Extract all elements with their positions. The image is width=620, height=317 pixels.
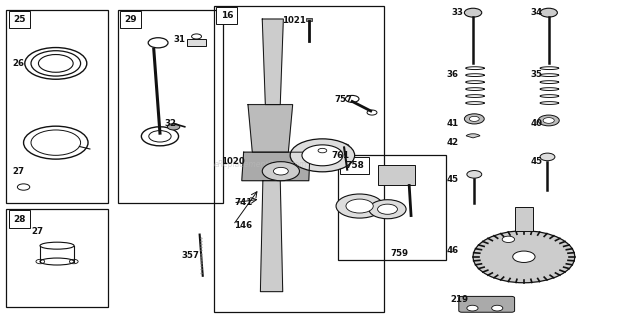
Circle shape (492, 305, 503, 311)
Ellipse shape (464, 8, 482, 17)
Bar (214, 6, 384, 312)
Text: 34: 34 (530, 8, 542, 17)
Bar (9, 210, 30, 228)
Circle shape (262, 162, 299, 181)
Circle shape (543, 118, 554, 123)
Text: 1021: 1021 (282, 16, 306, 25)
Text: 31: 31 (174, 35, 185, 44)
Text: 42: 42 (446, 138, 459, 147)
Circle shape (336, 194, 383, 218)
Bar (120, 11, 141, 28)
Text: 46: 46 (446, 246, 459, 255)
Text: 29: 29 (125, 15, 137, 24)
Circle shape (538, 115, 559, 126)
Circle shape (290, 139, 355, 172)
Bar (515, 207, 533, 231)
Text: 35: 35 (530, 70, 542, 79)
Bar (9, 11, 30, 28)
Circle shape (369, 200, 406, 219)
Circle shape (467, 171, 482, 178)
Text: 741: 741 (234, 198, 252, 207)
Circle shape (342, 144, 349, 148)
Text: 41: 41 (446, 119, 459, 128)
Text: 761: 761 (332, 151, 350, 160)
Text: eReplacementParts.com: eReplacementParts.com (214, 160, 307, 169)
Circle shape (467, 305, 478, 311)
FancyBboxPatch shape (459, 296, 515, 312)
Wedge shape (466, 134, 480, 138)
Text: 36: 36 (446, 70, 458, 79)
Text: 219: 219 (450, 295, 468, 304)
Text: 25: 25 (13, 15, 25, 24)
Text: 45: 45 (446, 175, 458, 184)
Text: 32: 32 (164, 119, 176, 128)
Bar (118, 10, 223, 203)
Text: 27: 27 (12, 167, 25, 176)
Text: 1020: 1020 (221, 157, 244, 166)
Bar (338, 155, 446, 260)
Bar (306, 18, 312, 21)
Text: 27: 27 (31, 227, 43, 236)
Text: 757: 757 (335, 95, 353, 104)
Text: 45: 45 (530, 157, 542, 166)
Bar (187, 39, 206, 46)
Bar (6, 209, 108, 307)
Polygon shape (262, 19, 283, 105)
Polygon shape (242, 152, 310, 181)
Bar (6, 10, 108, 203)
Polygon shape (260, 181, 283, 292)
Circle shape (464, 114, 484, 124)
Text: 33: 33 (451, 8, 463, 17)
Circle shape (502, 236, 515, 243)
Circle shape (513, 251, 535, 262)
Text: 758: 758 (345, 161, 364, 170)
Circle shape (167, 124, 180, 130)
Circle shape (378, 204, 397, 214)
Circle shape (302, 145, 343, 166)
Polygon shape (248, 105, 293, 152)
Bar (340, 157, 369, 174)
Circle shape (346, 199, 373, 213)
Ellipse shape (540, 8, 557, 17)
Circle shape (469, 116, 479, 121)
Text: 16: 16 (221, 11, 233, 20)
Circle shape (473, 231, 575, 283)
Text: 28: 28 (13, 215, 25, 224)
Text: 759: 759 (391, 249, 409, 258)
Text: 26: 26 (12, 59, 24, 68)
Text: 357: 357 (181, 251, 199, 260)
Bar (216, 7, 237, 24)
Circle shape (540, 153, 555, 161)
Text: 40: 40 (530, 119, 542, 128)
Circle shape (273, 167, 288, 175)
Bar (378, 165, 415, 185)
Text: 146: 146 (234, 221, 252, 230)
